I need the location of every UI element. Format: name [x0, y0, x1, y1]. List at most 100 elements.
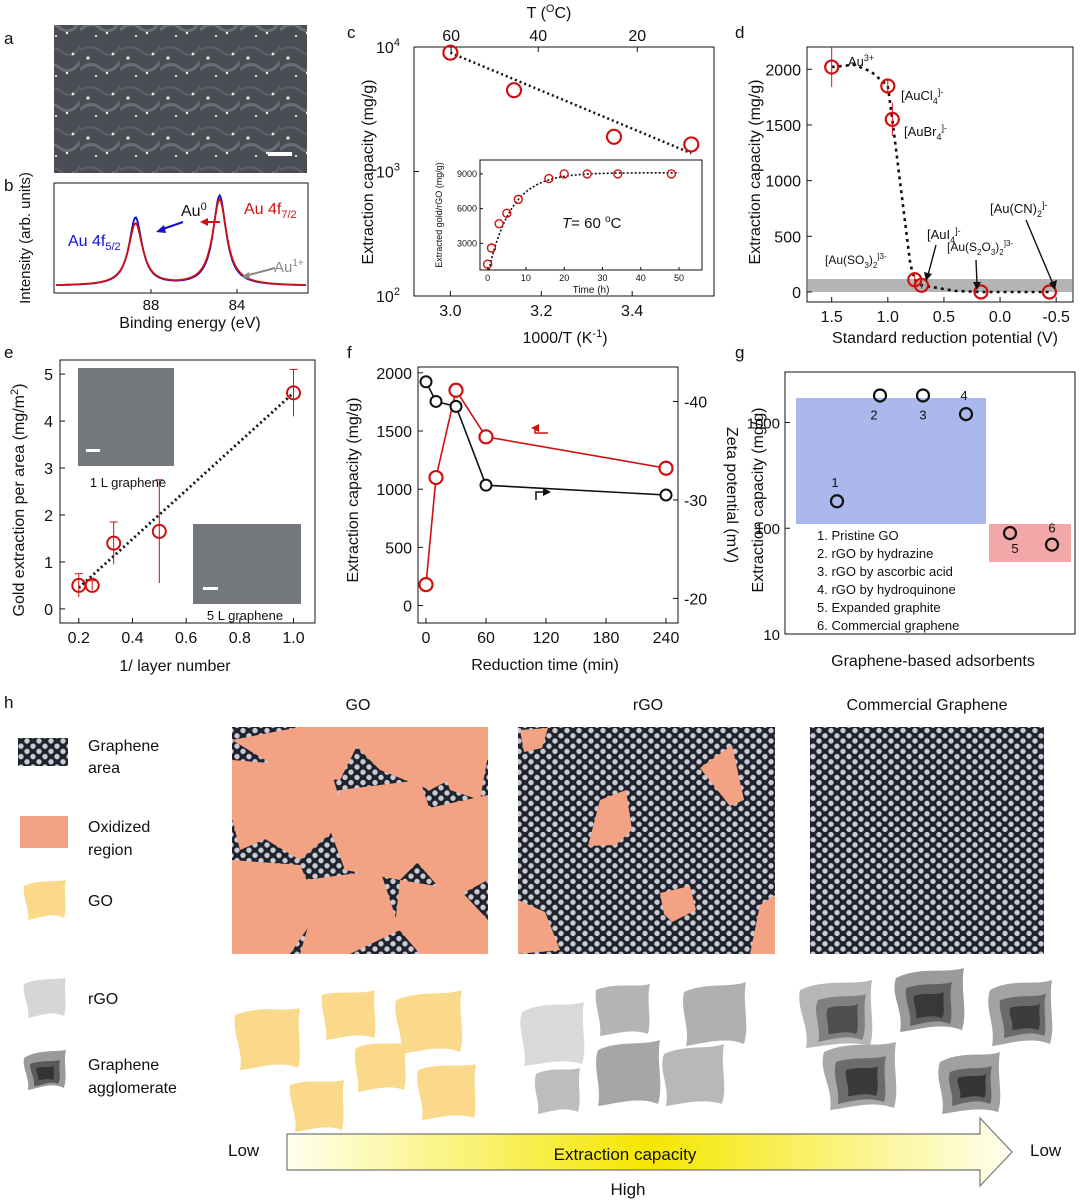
legend-graphene-area-label-2: area [88, 760, 120, 777]
panel-b-xtick-84: 84 [229, 289, 246, 314]
panel-c-inset-frame [479, 159, 703, 271]
panel-b-xlabel: Binding energy (eV) [119, 315, 260, 332]
label-aui4: [AuI4]- [927, 226, 961, 245]
y-tick-exp: 4 [394, 37, 400, 49]
inset-1l-scale-bar [86, 449, 100, 452]
top-tick-label: 20 [628, 28, 646, 45]
top-tick-label: 40 [529, 28, 547, 45]
arrow-black-right [535, 491, 546, 500]
label-aucl4: [AuCl4]- [901, 87, 943, 106]
inset-data-point [559, 169, 569, 179]
inset-x-tick-label: 50 [674, 273, 684, 283]
go-flakes [234, 990, 476, 1132]
legend-item: 5. Expanded graphite [817, 600, 941, 615]
point-label: 5 [1011, 541, 1018, 556]
legend-oxidized-swatch [20, 816, 68, 848]
arrowhead-gray [241, 272, 250, 279]
panel-letter-a: a [4, 29, 14, 48]
panel-g-ylabel: Extraction capacity (mg/g) [750, 408, 767, 593]
legend-item: 2. rGO by hydrazine [817, 546, 933, 561]
inset-y-tick-label: 3000 [457, 238, 477, 248]
panel-c-inset-annotation: T= 60 oC [562, 214, 622, 232]
y-tick-label: 2 [44, 508, 53, 525]
inset-x-tick-label: 10 [521, 273, 531, 283]
agglomerate [894, 968, 965, 1032]
legend-agglomerate-label-1: Graphene [88, 1057, 159, 1074]
y-tick-label: 2000 [376, 366, 412, 383]
panel-g-frame [784, 371, 1076, 635]
panel-e: 0.2 0.4 0.6 0.8 1.0 0 1 2 3 4 5 1/ layer number Go… [9, 359, 316, 675]
panel-c-inset-ylabel: Extracted gold/rGO (mg/g) [434, 162, 444, 268]
inset-1l-label: 1 L graphene [90, 475, 166, 490]
panel-c-ylabel: Extraction capacity (mg/g) [360, 80, 377, 265]
legend-agglomerate [23, 1050, 67, 1090]
x-tick-label: 60 [477, 630, 495, 647]
x-tick-label: 1.5 [821, 309, 843, 326]
xtick-label: 84 [229, 297, 246, 314]
inset-y-tick-label: 6000 [457, 204, 477, 214]
panel-letter-d: d [735, 23, 744, 42]
arrowhead-authio [973, 282, 981, 290]
data-point-extraction [418, 576, 434, 593]
panel-e-xlabel: 1/ layer number [119, 658, 231, 675]
legend-go-label: GO [88, 893, 113, 910]
data-point [1044, 537, 1060, 552]
label-ausulf: [Au(SO3)2]3- [825, 252, 887, 270]
data-point [824, 59, 840, 75]
inset-x-tick-label: 40 [636, 273, 646, 283]
y-tick-label: 1 [44, 555, 53, 572]
arrowhead-blue [156, 225, 166, 233]
label-au1: Au1+ [274, 258, 304, 276]
panel-g: 10 100 1000 1 2 3 4 5 6 Graphene-based adsorbent… [747, 371, 1076, 670]
x-tick-label: 0.2 [68, 630, 90, 647]
panel-h: Graphene area Oxidized region GO rGO Gra… [18, 697, 1062, 1199]
data-point [913, 277, 930, 293]
inset-data-point [502, 208, 512, 218]
arrowhead-aucn [1049, 280, 1057, 290]
x-tick-label: 3.2 [530, 303, 552, 320]
y-tick-label: 2000 [765, 62, 801, 79]
data-point [884, 111, 900, 127]
x-tick-label: 0.6 [175, 630, 197, 647]
data-point [84, 577, 100, 593]
label-au52: Au 4f5/2 [68, 233, 121, 253]
y-tick-label: 103 [376, 162, 400, 182]
label-aubr4: [AuBr4]- [904, 123, 947, 142]
x-tick-label: 3.4 [621, 303, 643, 320]
y-tick-label: 1000 [765, 174, 801, 191]
panel-letter-c: c [347, 23, 356, 42]
legend-item: 1. Pristine GO [817, 528, 899, 543]
y-right-tick-label: -40 [684, 394, 707, 411]
legend-oxidized-label-1: Oxidized [88, 819, 150, 836]
panel-c-inset-plot: 0 10 20 30 40 50 3000 6000 9000 [457, 169, 684, 283]
panel-c-xlabel: 1000/T (K-1) [522, 328, 607, 347]
inset-data-point [482, 259, 493, 269]
data-point-extraction [448, 382, 464, 398]
y-tick-label: 4 [44, 414, 53, 431]
arrow-aui4 [927, 244, 937, 276]
inset-5l-label: 5 L graphene [207, 608, 283, 623]
panel-letter-e: e [4, 343, 13, 362]
inset-5l-scale-bar [203, 587, 218, 590]
y-tick-label: 100 [755, 521, 780, 538]
x-tick-label: 0 [422, 630, 431, 647]
data-point [958, 406, 974, 422]
inset-data-point [494, 218, 504, 229]
x-tick-label: 0.0 [989, 309, 1011, 326]
panel-g-plot: 10 100 1000 1 2 3 4 5 6 [747, 388, 1060, 644]
h-title-commercial-graphene: Commercial Graphene [847, 697, 1008, 714]
go-lattice [232, 727, 488, 954]
panel-f-frame [417, 366, 679, 624]
data-point [872, 388, 888, 403]
data-point [915, 388, 931, 403]
point-label: 3 [919, 407, 926, 422]
legend-item: 6. Commercial graphene [817, 618, 959, 633]
data-point [829, 494, 845, 509]
panel-b: 88 84 Binding energy (eV) Intensity (arb… [17, 172, 309, 332]
x-tick-label: 3.0 [439, 303, 461, 320]
arrow-gray [244, 267, 276, 277]
high-label: High [611, 1180, 646, 1199]
